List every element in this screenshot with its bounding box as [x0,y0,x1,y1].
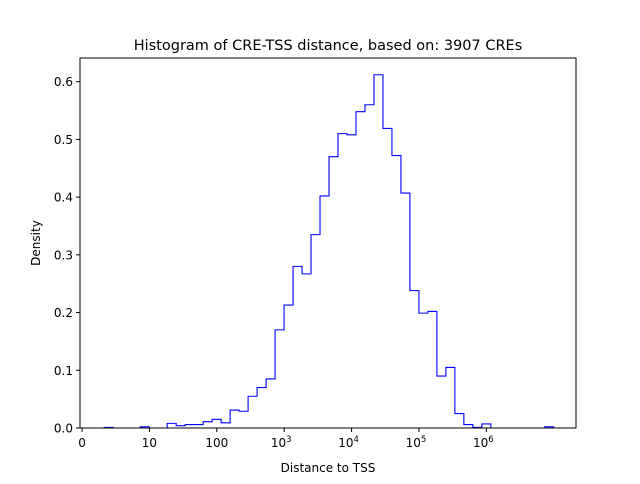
x-tick-label: 103 [271,435,292,450]
x-tick-label: 10 [142,436,157,450]
y-tick-label: 0.1 [54,364,73,378]
x-tick-label: 100 [205,436,228,450]
x-tick-label: 0 [78,436,86,450]
y-tick-label: 0.6 [54,75,73,89]
y-tick-label: 0.3 [54,248,73,262]
y-axis-label: Density [29,220,43,266]
x-axis-label: Distance to TSS [281,461,376,475]
x-tick-label: 105 [406,435,427,450]
y-tick-label: 0.5 [54,133,73,147]
histogram-step-line [103,74,555,429]
plot-frame [79,57,577,429]
y-tick-label: 0.4 [54,191,73,205]
x-tick-label: 104 [338,435,359,450]
y-tick-label: 0.0 [54,422,73,436]
chart-title: Histogram of CRE-TSS distance, based on:… [134,38,523,54]
x-tick-label: 106 [473,435,494,450]
y-tick-label: 0.2 [54,306,73,320]
